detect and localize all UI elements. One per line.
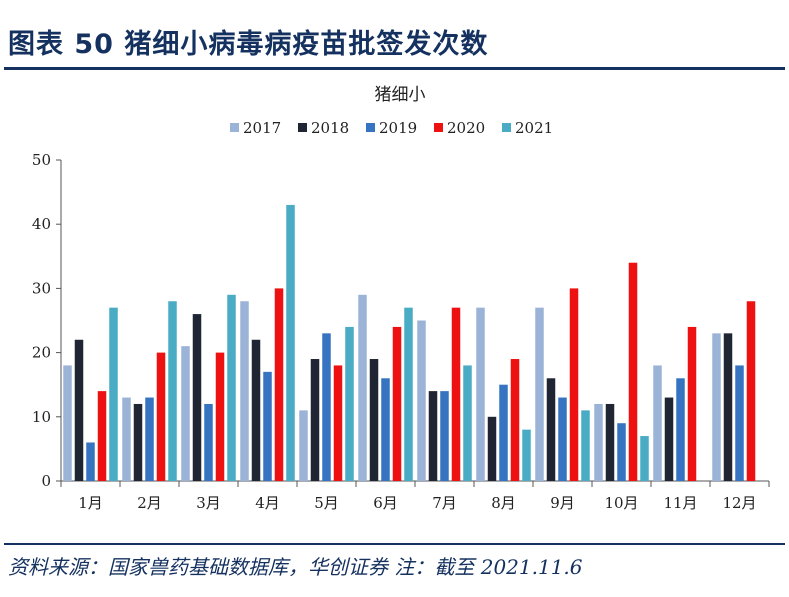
bar <box>204 403 213 481</box>
x-tick-label: 1月 <box>78 494 103 512</box>
bar <box>487 416 497 481</box>
legend-label: 2020 <box>447 119 485 137</box>
legend-label: 2021 <box>515 119 553 137</box>
bar <box>263 371 272 481</box>
legend-label: 2017 <box>243 119 281 137</box>
x-tick-label: 2月 <box>137 494 162 512</box>
footer-rule <box>4 543 785 545</box>
bar <box>63 365 72 481</box>
bar <box>535 307 544 481</box>
bar <box>746 301 756 481</box>
y-tick-label: 10 <box>32 408 51 426</box>
bar-chart: 猪细小 2017 2018 2019 2020 2021 0 10 20 30 40 50 1月 2… <box>32 85 770 512</box>
bar <box>735 365 744 481</box>
bar <box>392 326 402 481</box>
bar <box>664 397 674 481</box>
bar <box>569 288 579 481</box>
bar <box>333 365 343 481</box>
y-tick-label: 30 <box>32 279 51 297</box>
x-tick-label: 8月 <box>491 494 516 512</box>
bar <box>156 352 166 481</box>
bar <box>510 359 520 481</box>
bar <box>581 410 590 481</box>
bar <box>605 403 615 481</box>
bar <box>628 262 638 481</box>
y-tick-label: 40 <box>32 215 51 233</box>
bar <box>712 333 721 481</box>
x-axis: 1月 2月 3月 4月 5月 6月 7月 8月 9月 10月 11月 12月 <box>60 480 770 512</box>
source-note: 资料来源：国家兽药基础数据库，华创证券 注：截至 2021.11.6 <box>8 555 583 579</box>
bar <box>404 307 413 481</box>
bar <box>594 403 603 481</box>
bar <box>558 397 567 481</box>
bar <box>215 352 225 481</box>
bar <box>192 314 202 481</box>
bar <box>133 403 143 481</box>
bar <box>74 339 84 481</box>
bar <box>381 378 390 481</box>
bar <box>322 333 331 481</box>
bar <box>310 359 320 481</box>
bar <box>723 333 733 481</box>
bar <box>274 288 284 481</box>
x-tick-label: 9月 <box>550 494 575 512</box>
bar <box>417 320 426 481</box>
bar <box>97 391 107 481</box>
bar <box>440 391 449 481</box>
bar <box>181 346 190 481</box>
figure-title: 图表 50 猪细小病毒病疫苗批签发次数 <box>8 29 489 60</box>
figure-header: 图表 50 猪细小病毒病疫苗批签发次数 <box>0 0 789 72</box>
legend-swatch <box>434 123 443 132</box>
bar <box>240 301 249 481</box>
bar <box>546 378 556 481</box>
bar <box>476 307 485 481</box>
x-tick-label: 6月 <box>373 494 398 512</box>
bars <box>63 204 756 481</box>
legend-swatch <box>366 123 375 132</box>
bar <box>122 397 131 481</box>
header-rule <box>4 67 785 70</box>
bar <box>251 339 261 481</box>
y-tick-label: 20 <box>32 344 51 362</box>
bar <box>640 436 649 481</box>
bar <box>227 294 236 481</box>
bar <box>617 423 626 481</box>
bar <box>86 442 95 481</box>
legend-label: 2018 <box>311 119 349 137</box>
bar <box>676 378 685 481</box>
legend-swatch <box>230 123 239 132</box>
bar <box>522 429 531 481</box>
bar <box>145 397 154 481</box>
x-tick-label: 10月 <box>604 494 638 512</box>
bar <box>463 365 472 481</box>
x-tick-label: 3月 <box>196 494 221 512</box>
y-axis: 0 10 20 30 40 50 <box>32 151 62 490</box>
bar <box>168 301 177 481</box>
bar <box>687 326 697 481</box>
y-tick-label: 50 <box>32 151 51 169</box>
legend-label: 2019 <box>379 119 417 137</box>
bar <box>358 294 367 481</box>
bar <box>499 384 508 481</box>
legend-swatch <box>502 123 511 132</box>
x-tick-label: 5月 <box>314 494 339 512</box>
legend-swatch <box>298 123 307 132</box>
x-tick-label: 7月 <box>432 494 457 512</box>
bar <box>653 365 662 481</box>
bar <box>451 307 461 481</box>
x-tick-label: 11月 <box>663 494 697 512</box>
bar <box>345 326 354 481</box>
x-tick-label: 12月 <box>722 494 756 512</box>
chart-legend: 2017 2018 2019 2020 2021 <box>230 119 553 137</box>
chart-title: 猪细小 <box>375 85 426 105</box>
bar <box>299 410 308 481</box>
bar <box>286 204 295 481</box>
bar <box>109 307 118 481</box>
bar <box>428 391 438 481</box>
y-tick-label: 0 <box>41 472 51 490</box>
bar <box>369 359 379 481</box>
x-tick-label: 4月 <box>255 494 280 512</box>
